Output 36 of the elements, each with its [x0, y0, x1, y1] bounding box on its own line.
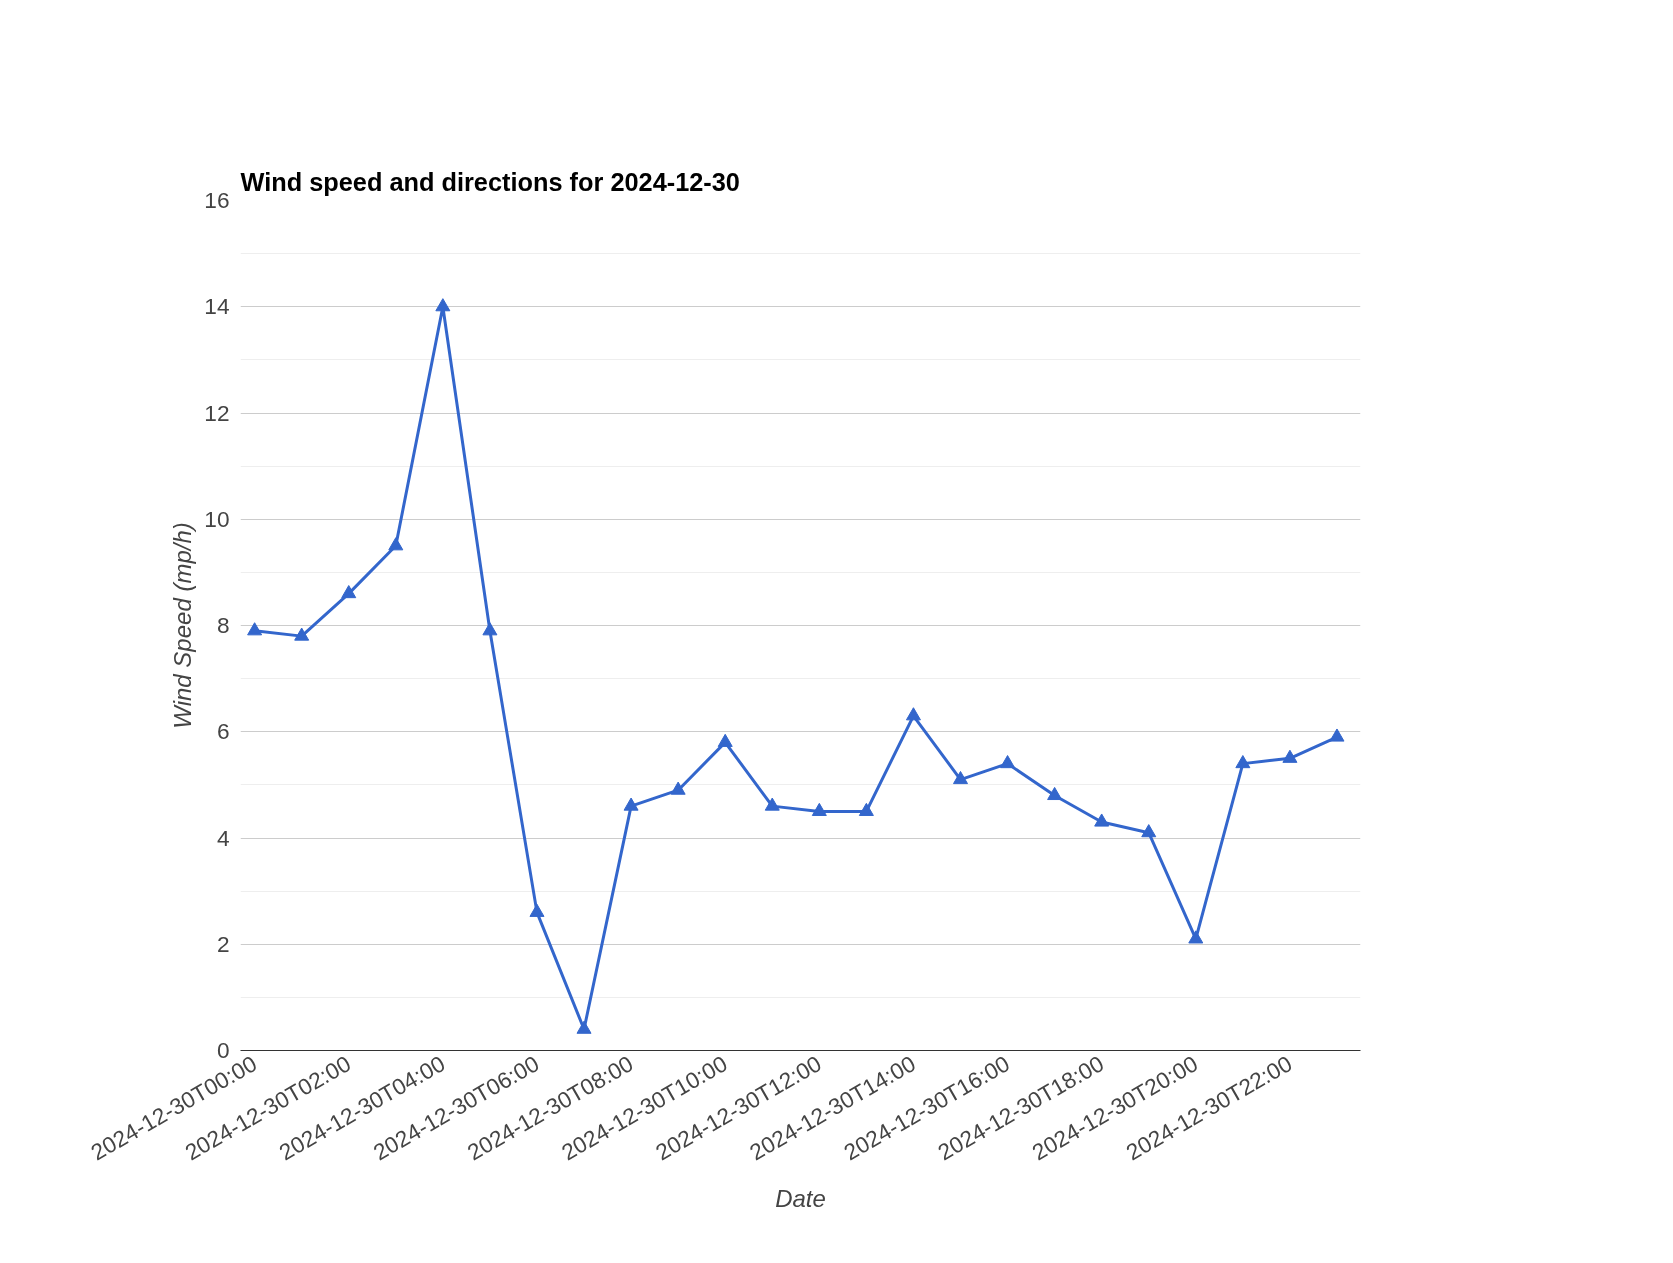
point: [576, 1020, 592, 1034]
y-tick-label: 6: [216, 718, 230, 745]
point: [529, 903, 545, 917]
y-tick-label: 10: [204, 505, 230, 532]
point: [1188, 930, 1204, 944]
point: [1329, 728, 1345, 742]
point: [341, 585, 357, 599]
y-axis-title: Wind Speed (mp/h): [169, 522, 197, 729]
point: [623, 797, 639, 811]
point: [435, 298, 451, 312]
y-tick-label: 16: [204, 187, 230, 213]
point: [905, 707, 921, 721]
point: [388, 537, 404, 551]
y-tick-label: 12: [204, 399, 230, 426]
x-axis-title: Date: [775, 1184, 826, 1212]
point: [294, 627, 310, 641]
point: [1141, 824, 1157, 838]
point: [1000, 755, 1016, 769]
point: [858, 802, 874, 816]
point: [1047, 786, 1063, 801]
point: [1094, 813, 1110, 827]
point: [717, 733, 733, 747]
y-tick-label: 2: [216, 930, 230, 957]
chart-title: Wind speed and directions for 2024-12-30: [240, 167, 740, 196]
point: [811, 802, 827, 816]
point: [953, 770, 968, 785]
point: [1235, 755, 1251, 769]
point: [482, 622, 498, 636]
point: [247, 622, 263, 636]
point: [670, 781, 686, 795]
y-tick-label: 14: [204, 293, 230, 320]
point: [1282, 749, 1298, 763]
y-tick-label: 4: [216, 824, 230, 851]
y-tick-label: 8: [216, 612, 230, 638]
point: [764, 797, 780, 811]
y-tick-label: 0: [216, 1037, 230, 1063]
